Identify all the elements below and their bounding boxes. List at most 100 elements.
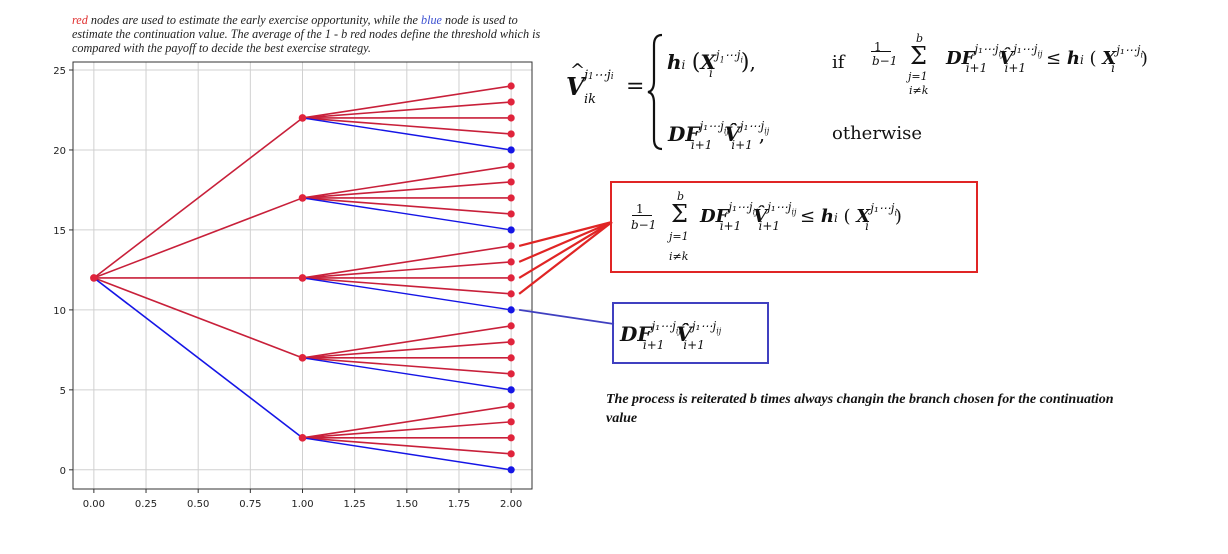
tree-edge <box>302 117 512 151</box>
red-connector <box>518 220 613 263</box>
x-tick-label: 0.50 <box>187 499 209 510</box>
formula-brace <box>647 33 663 151</box>
tree-node-blue <box>507 386 515 394</box>
caption-text-1: nodes are used to estimate the early exe… <box>87 13 421 27</box>
plot-frame <box>72 61 533 490</box>
tree-edge <box>302 437 512 455</box>
tree-node <box>507 258 515 266</box>
tree-node <box>298 274 307 282</box>
tree-node <box>507 178 515 186</box>
y-tick-label: 10 <box>53 306 66 317</box>
tree-node <box>507 370 515 378</box>
case2-value: DFj₁⋯jiji+1 V̂j₁⋯jiji+1, <box>668 119 770 152</box>
caption: red nodes are used to estimate the early… <box>72 13 542 55</box>
tree-node <box>507 402 515 410</box>
tree-node-blue <box>507 226 515 234</box>
tree-edge <box>302 357 512 375</box>
tree-edge <box>302 197 512 231</box>
tree-edge <box>302 261 512 279</box>
formula-equals: = <box>626 74 645 99</box>
formula-lhs: V ^ <box>566 60 586 101</box>
x-tick-label: 1.25 <box>344 499 366 510</box>
y-tick-label: 15 <box>53 226 66 237</box>
tree-node <box>298 434 307 442</box>
tree-node <box>507 434 515 442</box>
tree-edge <box>302 341 512 359</box>
x-tick-label: 2.00 <box>500 499 522 510</box>
tree-node <box>298 354 307 362</box>
nodes <box>90 82 515 474</box>
y-tick-label: 25 <box>53 66 66 77</box>
edges <box>93 85 512 471</box>
blue-box-formula: DFj₁⋯jiji+1 V̂j₁⋯jiji+1 <box>620 319 722 352</box>
tree-node <box>507 418 515 426</box>
tree-node <box>507 98 515 106</box>
tree-node <box>507 290 515 298</box>
tree-edge <box>93 197 303 279</box>
tree-edge <box>93 277 303 439</box>
tree-edge <box>302 197 512 215</box>
tree-edge <box>302 277 512 311</box>
tree-node <box>507 210 515 218</box>
red-connector <box>518 221 613 295</box>
tree-node <box>507 450 515 458</box>
tree-node <box>507 194 515 202</box>
case1-value: hi (Xj1⋯jii), <box>667 48 756 80</box>
x-tick-label: 1.00 <box>291 499 313 510</box>
tree-node <box>507 242 515 250</box>
tree-node <box>507 130 515 138</box>
formula-lhs-sup: j1⋯ji <box>584 68 614 83</box>
tree-node <box>507 114 515 122</box>
tree-edge <box>302 357 512 391</box>
tree-edge <box>302 437 512 471</box>
tree-edge <box>302 165 512 199</box>
red-connector <box>518 220 613 247</box>
formula-lhs-sub: ik <box>584 92 597 107</box>
red-connector <box>518 221 613 279</box>
grid <box>73 62 532 489</box>
axes: 0.00 0.25 0.50 0.75 1.00 1.25 1.50 1.75 2.00 0 5 10… <box>53 61 533 510</box>
caption-text-2: node is used to estimate the continuatio… <box>72 13 541 55</box>
tree-edge <box>302 117 512 135</box>
tree-node <box>507 322 515 330</box>
tree-node <box>507 82 515 90</box>
tree-node <box>298 114 307 122</box>
tree-node-blue <box>507 466 515 474</box>
x-tick-label: 0.00 <box>83 499 105 510</box>
tree-edge <box>302 421 512 439</box>
tree-edge <box>302 405 512 439</box>
y-tick-label: 0 <box>60 466 66 477</box>
tree-edge <box>93 277 303 359</box>
y-tick-label: 5 <box>60 386 66 397</box>
tree-node <box>507 162 515 170</box>
tree-node-blue <box>507 306 515 314</box>
caption-blue-word: blue <box>420 13 442 27</box>
connectors <box>518 220 615 325</box>
tree-edge <box>302 85 512 119</box>
tree-edge <box>302 101 512 119</box>
tree-node <box>507 354 515 362</box>
caption-red-word: red <box>72 13 88 27</box>
tree-node <box>298 194 307 202</box>
x-tick-label: 1.50 <box>396 499 418 510</box>
red-box-formula: 1 b−1 b Σ j=1 i≠k DFj₁⋯jiji+1 V̂j₁⋯jiji+1… <box>631 190 902 263</box>
tree-edge <box>302 277 512 295</box>
blue-connector <box>519 308 615 325</box>
tree-node <box>507 338 515 346</box>
tree-node <box>507 274 515 282</box>
red-box <box>610 181 978 273</box>
tree-edge <box>302 245 512 279</box>
x-tick-label: 0.25 <box>135 499 157 510</box>
y-tick-label: 20 <box>53 146 66 157</box>
blue-box <box>612 302 769 364</box>
tree-node-blue <box>507 146 515 154</box>
tree-edge <box>93 117 303 279</box>
process-note: The process is reiterated b times always… <box>606 392 1114 426</box>
x-tick-label: 1.75 <box>448 499 470 510</box>
case2-otherwise: otherwise <box>832 123 922 144</box>
tree-edge <box>302 181 512 199</box>
x-tick-label: 0.75 <box>239 499 261 510</box>
tree-node <box>90 274 98 282</box>
tree-edge <box>302 325 512 359</box>
